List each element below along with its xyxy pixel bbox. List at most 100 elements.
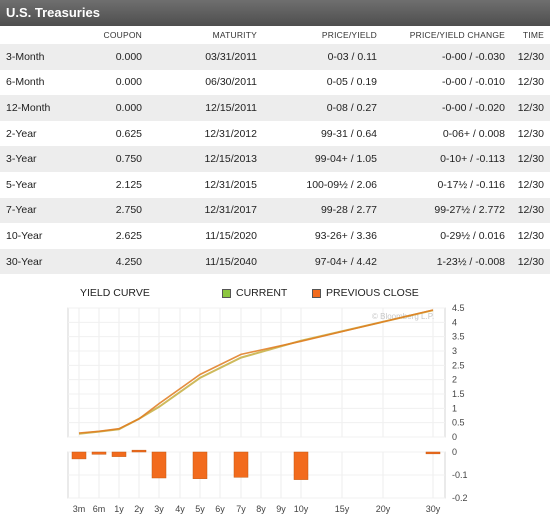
row-maturity: 11/15/2020 [142, 223, 257, 249]
row-name: 6-Month [0, 69, 92, 96]
row-price-yield: 97-04+ / 4.42 [257, 248, 377, 275]
legend-current: CURRENT [222, 287, 287, 299]
x-tick-label: 4y [175, 504, 185, 514]
change-bar [131, 449, 147, 453]
x-tick-label: 6m [93, 504, 106, 514]
table-row: 2-Year 0.625 12/31/2012 99-31 / 0.64 0-06+ /… [0, 120, 550, 147]
x-tick-label: 3y [154, 504, 164, 514]
y-tick-label: 0 [452, 432, 457, 442]
row-name: 3-Year [0, 146, 92, 172]
row-time: 12/30 [505, 44, 550, 70]
row-name: 7-Year [0, 197, 92, 224]
row-change: 0-10+ / -0.113 [377, 146, 505, 172]
row-time: 12/30 [505, 146, 550, 172]
row-coupon: 2.125 [92, 171, 142, 198]
yield-curve-chart: 00.511.522.533.544.50-0.1-0.2© Bloomberg… [67, 303, 468, 514]
row-coupon: 2.625 [92, 223, 142, 249]
y-tick-label: 4.5 [452, 303, 465, 313]
bar-y-tick-label: -0.2 [452, 493, 468, 503]
row-maturity: 12/15/2013 [142, 146, 257, 172]
row-time: 12/30 [505, 171, 550, 198]
row-maturity: 12/31/2015 [142, 171, 257, 198]
row-time: 12/30 [505, 223, 550, 249]
row-maturity: 11/15/2040 [142, 248, 257, 275]
row-coupon: 4.250 [92, 248, 142, 275]
change-bar [192, 451, 208, 479]
table-row: 3-Year 0.750 12/15/2013 99-04+ / 1.05 0-10+ … [0, 146, 550, 172]
x-tick-label: 7y [236, 504, 246, 514]
col-header-name [0, 26, 92, 44]
change-bar [71, 451, 87, 460]
row-price-yield: 0-05 / 0.19 [257, 69, 377, 96]
change-bar [233, 451, 249, 478]
row-price-yield: 99-04+ / 1.05 [257, 146, 377, 172]
row-coupon: 0.625 [92, 120, 142, 147]
change-bar [293, 451, 309, 480]
row-price-yield: 99-28 / 2.77 [257, 197, 377, 224]
y-tick-label: 2.5 [452, 360, 465, 370]
x-tick-label: 2y [134, 504, 144, 514]
bar-y-tick-label: -0.1 [452, 470, 468, 480]
y-tick-label: 0.5 [452, 418, 465, 428]
row-change: 0-06+ / 0.008 [377, 120, 505, 147]
widget-title: U.S. Treasuries [0, 0, 550, 26]
row-maturity: 12/31/2017 [142, 197, 257, 224]
row-time: 12/30 [505, 248, 550, 275]
col-header-maturity: MATURITY [142, 26, 257, 44]
table-header-row: COUPON MATURITY PRICE/YIELD PRICE/YIELD … [0, 26, 550, 44]
row-time: 12/30 [505, 197, 550, 224]
row-coupon: 2.750 [92, 197, 142, 224]
treasuries-table: COUPON MATURITY PRICE/YIELD PRICE/YIELD … [0, 26, 550, 275]
y-tick-label: 2 [452, 375, 457, 385]
row-change: 0-17½ / -0.116 [377, 171, 505, 198]
row-name: 5-Year [0, 171, 92, 198]
col-header-time: TIME [505, 26, 550, 44]
row-maturity: 12/15/2011 [142, 95, 257, 121]
x-tick-label: 9y [276, 504, 286, 514]
x-tick-label: 5y [195, 504, 205, 514]
row-time: 12/30 [505, 95, 550, 121]
row-time: 12/30 [505, 120, 550, 147]
change-bar [425, 451, 441, 455]
row-price-yield: 0-08 / 0.27 [257, 95, 377, 121]
row-time: 12/30 [505, 69, 550, 96]
col-header-coupon: COUPON [92, 26, 142, 44]
y-tick-label: 1 [452, 403, 457, 413]
change-bar [151, 451, 167, 479]
y-tick-label: 3 [452, 346, 457, 356]
row-maturity: 06/30/2011 [142, 69, 257, 96]
y-tick-label: 4 [452, 317, 457, 327]
row-price-yield: 100-09½ / 2.06 [257, 171, 377, 198]
y-tick-label: 3.5 [452, 332, 465, 342]
x-tick-label: 8y [256, 504, 266, 514]
row-change: 99-27½ / 2.772 [377, 197, 505, 224]
table-row: 30-Year 4.250 11/15/2040 97-04+ / 4.42 1-23½… [0, 248, 550, 275]
row-name: 12-Month [0, 95, 92, 121]
row-price-yield: 0-03 / 0.11 [257, 44, 377, 70]
x-tick-label: 30y [426, 504, 441, 514]
x-tick-label: 3m [73, 504, 86, 514]
table-row: 10-Year 2.625 11/15/2020 93-26+ / 3.36 0-29½… [0, 223, 550, 249]
legend-current-label: CURRENT [236, 287, 288, 299]
row-name: 10-Year [0, 223, 92, 249]
x-tick-label: 6y [215, 504, 225, 514]
table-row: 12-Month 0.000 12/15/2011 0-08 / 0.27 -0-00 … [0, 95, 550, 121]
x-tick-label: 20y [376, 504, 391, 514]
row-name: 3-Month [0, 44, 92, 70]
change-bar [91, 451, 107, 455]
row-name: 2-Year [0, 120, 92, 147]
row-name: 30-Year [0, 248, 92, 275]
bar-y-tick-label: 0 [452, 447, 457, 457]
legend-previous-swatch [312, 288, 321, 298]
col-header-price-yield: PRICE/YIELD [257, 26, 377, 44]
row-coupon: 0.000 [92, 44, 142, 70]
yield-curve-title: YIELD CURVE [80, 287, 150, 299]
row-price-yield: 99-31 / 0.64 [257, 120, 377, 147]
x-tick-label: 15y [335, 504, 350, 514]
row-change: -0-00 / -0.030 [377, 44, 505, 70]
row-change: -0-00 / -0.020 [377, 95, 505, 121]
row-change: 0-29½ / 0.016 [377, 223, 505, 249]
change-bar [111, 451, 127, 457]
row-coupon: 0.000 [92, 69, 142, 96]
